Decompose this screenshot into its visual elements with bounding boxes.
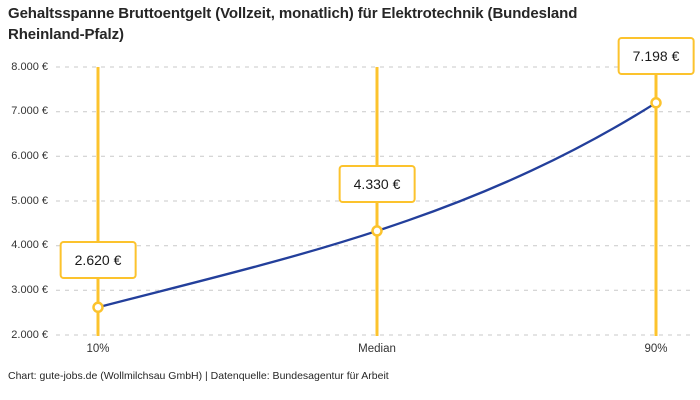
y-tick-label: 3.000 € [11,283,48,296]
y-tick-label: 4.000 € [11,239,48,252]
x-tick-label: 10% [86,343,110,355]
y-tick-label: 2.000 € [11,328,48,341]
y-tick-label: 5.000 € [11,194,48,207]
data-point-marker[interactable] [371,225,383,237]
chart-source-note: Chart: gute-jobs.de (Wollmilchsau GmbH) … [8,370,389,382]
chart-title: Gehaltsspanne Bruttoentgelt (Vollzeit, m… [8,5,578,43]
data-point-marker[interactable] [650,97,662,109]
value-callout: 7.198 € [617,36,695,75]
x-tick-label: 90% [644,343,668,355]
value-callout: 2.620 € [59,241,137,280]
y-tick-label: 6.000 € [11,149,48,162]
x-tick-label: Median [358,343,396,355]
y-tick-label: 8.000 € [11,60,48,73]
y-tick-label: 7.000 € [11,105,48,118]
data-point-marker[interactable] [92,301,104,314]
value-callout: 4.330 € [338,164,416,203]
